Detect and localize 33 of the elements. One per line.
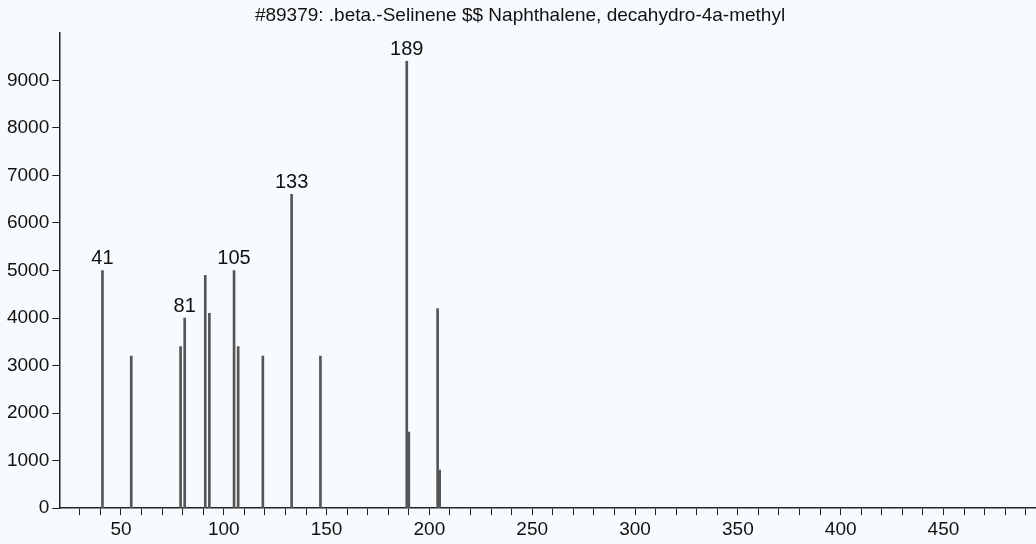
x-tick-label: 400 [824, 517, 857, 539]
x-tick-label: 250 [516, 517, 549, 539]
y-tick-label: 7000 [6, 163, 50, 185]
annotation: 189 [390, 36, 424, 59]
bar [319, 355, 322, 509]
y-tick-label: 3000 [6, 353, 50, 375]
annotation: 81 [173, 293, 196, 316]
x-tick-label: 150 [310, 517, 343, 539]
annotation: 105 [217, 246, 251, 269]
y-tick-label: 9000 [6, 68, 50, 90]
y-tick-label: 6000 [6, 211, 50, 233]
y-tick-label: 1000 [6, 448, 50, 470]
annotation: 133 [274, 169, 309, 192]
bar [405, 60, 409, 509]
bar [290, 194, 293, 509]
y-tick-label: 4000 [6, 306, 50, 328]
bar [183, 317, 187, 509]
y-tick-label: 0 [38, 496, 50, 518]
x-tick-label: 350 [721, 517, 754, 539]
y-tick-label: 8000 [6, 116, 50, 138]
annotation: 41 [91, 246, 114, 269]
bar [436, 308, 439, 509]
x-tick-label: 50 [110, 517, 132, 539]
x-tick-label: 450 [927, 517, 960, 539]
x-tick-label: 100 [207, 517, 240, 539]
chart-title: #89379: .beta.-Selinene $$ Naphthalene, decahydro-4a-methyl [254, 3, 786, 25]
bar [203, 274, 207, 509]
y-tick-label: 5000 [6, 258, 50, 280]
x-tick-label: 200 [413, 517, 446, 539]
bar [101, 270, 104, 509]
y-tick-label: 2000 [6, 401, 50, 423]
bar [129, 355, 133, 509]
x-tick-label: 300 [619, 517, 651, 539]
